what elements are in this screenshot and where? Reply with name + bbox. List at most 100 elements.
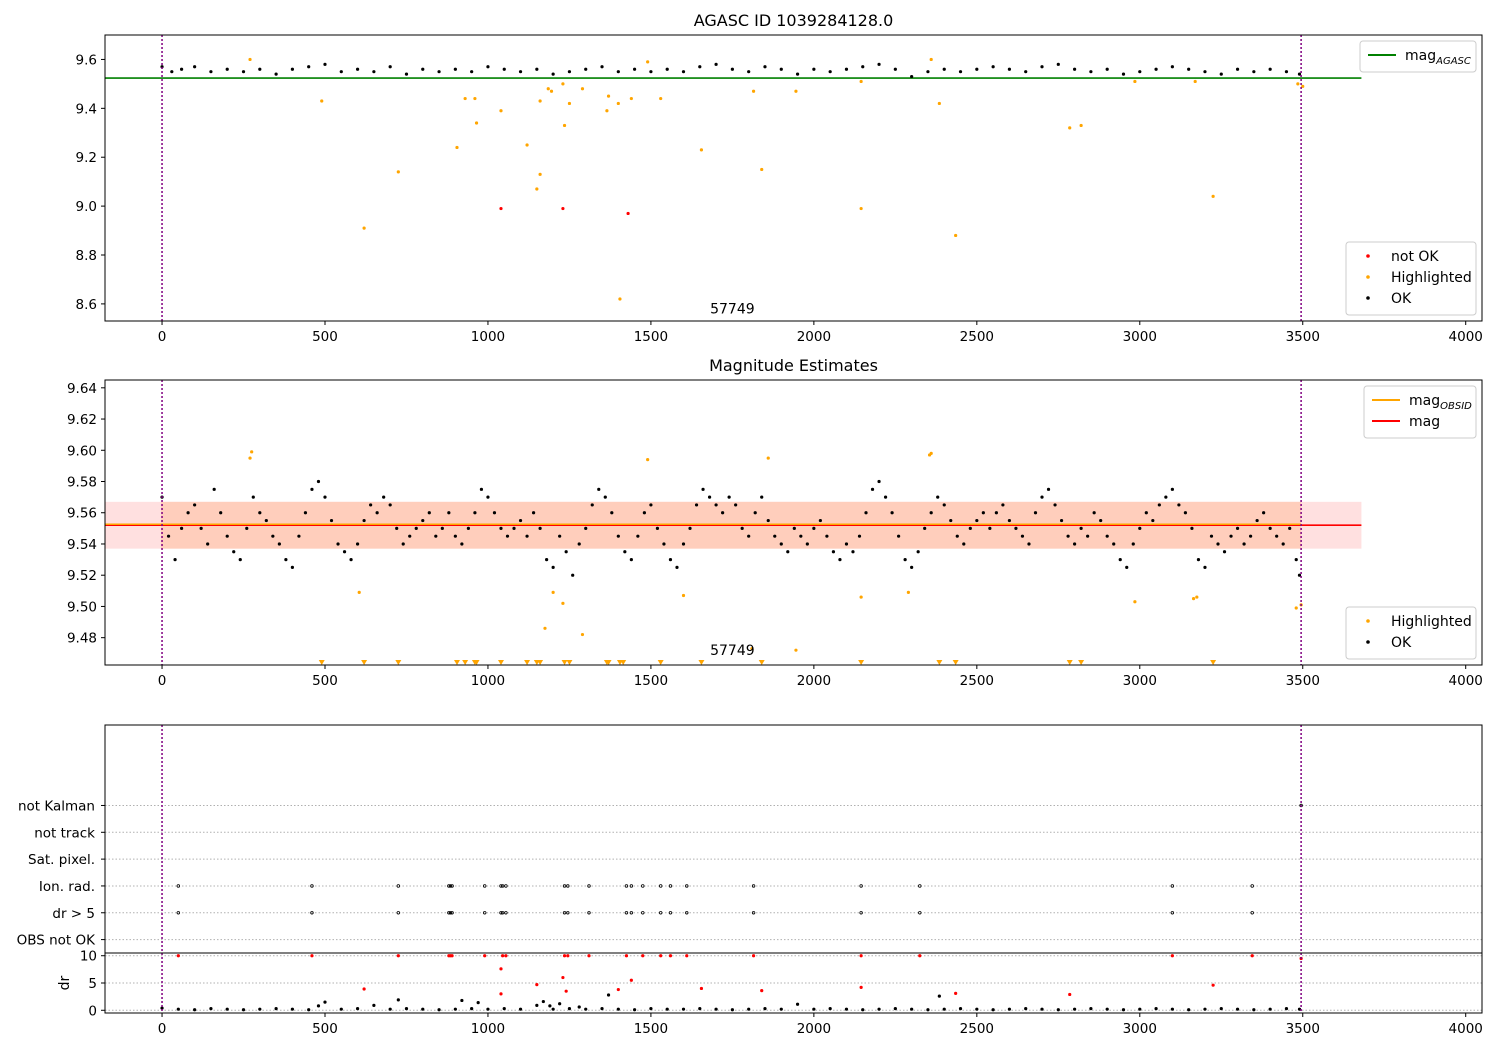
data-point — [958, 70, 963, 74]
y-axis-label: dr — [57, 975, 73, 990]
flag-point — [396, 911, 401, 915]
data-point — [818, 518, 822, 523]
data-point — [473, 511, 477, 515]
data-point — [535, 983, 539, 987]
below-range-marker — [605, 660, 612, 665]
data-point — [681, 70, 686, 74]
data-point — [1001, 503, 1005, 507]
data-point — [339, 1007, 343, 1011]
data-point — [916, 550, 920, 554]
data-point — [369, 503, 373, 507]
data-point — [382, 495, 386, 499]
data-point — [1105, 534, 1109, 538]
data-point — [646, 458, 650, 462]
x-tick-label: 0 — [158, 1021, 167, 1037]
data-point — [492, 511, 497, 515]
data-point — [323, 495, 327, 499]
data-point — [636, 534, 640, 538]
data-point — [323, 1000, 327, 1004]
data-point — [877, 1007, 881, 1011]
data-point — [659, 954, 663, 958]
flag-point — [499, 884, 503, 888]
data-point — [1144, 511, 1148, 515]
data-point — [548, 1004, 552, 1008]
data-point — [906, 590, 910, 594]
data-point — [792, 526, 796, 530]
data-point — [372, 1003, 376, 1007]
flag-point — [668, 911, 673, 915]
data-point — [616, 1007, 620, 1011]
flag-point — [448, 884, 453, 888]
flag-point — [668, 884, 673, 888]
data-point — [567, 101, 572, 106]
data-point — [1191, 597, 1196, 601]
data-point — [225, 1007, 229, 1011]
data-point — [681, 542, 686, 546]
data-point — [1121, 1008, 1126, 1012]
x-tick-label: 1000 — [471, 1021, 505, 1037]
data-point — [665, 67, 669, 71]
data-point — [483, 954, 487, 958]
x-tick-label: 3500 — [1286, 673, 1320, 689]
y-tick-label: 9.2 — [76, 150, 97, 166]
data-point — [812, 1007, 816, 1011]
data-point — [486, 65, 490, 69]
data-point — [1250, 954, 1254, 958]
data-point — [605, 109, 609, 113]
data-point — [474, 121, 479, 125]
data-point — [584, 526, 588, 530]
legend-label: OK — [1391, 635, 1412, 651]
data-point — [241, 70, 246, 74]
data-point — [864, 511, 868, 515]
flag-point — [629, 911, 634, 915]
data-point — [1007, 1007, 1012, 1011]
flag-point — [562, 911, 567, 915]
data-point — [844, 542, 849, 546]
data-point — [1288, 526, 1292, 530]
x-tick-label: 500 — [312, 329, 338, 345]
data-point — [851, 550, 855, 554]
data-point — [910, 1007, 914, 1011]
data-point — [258, 1007, 262, 1011]
legend-point-swatch — [1366, 275, 1370, 279]
data-point — [307, 1008, 311, 1012]
data-point — [535, 67, 539, 71]
data-point — [623, 550, 627, 554]
data-point — [250, 450, 254, 454]
data-point — [1219, 72, 1223, 76]
y-tick-label: 9.50 — [67, 599, 97, 615]
data-point — [954, 233, 958, 238]
data-point — [1268, 1007, 1272, 1011]
data-point — [476, 1001, 480, 1005]
data-point — [562, 123, 567, 128]
data-point — [681, 1007, 686, 1011]
data-point — [812, 67, 816, 71]
data-point — [307, 65, 311, 69]
data-point — [1151, 518, 1155, 523]
data-point — [401, 542, 405, 546]
flag-point — [448, 911, 453, 915]
data-point — [1268, 526, 1272, 530]
flag-point — [447, 911, 451, 915]
flag-series — [176, 884, 1254, 888]
below-range-marker — [698, 660, 705, 665]
data-point — [926, 1008, 930, 1012]
flag-point — [629, 884, 634, 888]
data-point — [812, 526, 816, 530]
data-point — [610, 511, 614, 515]
date-annotation: 57749 — [710, 643, 755, 659]
data-point — [538, 99, 542, 103]
data-point — [567, 70, 572, 74]
data-point — [747, 1007, 751, 1011]
y-tick-label: 8.8 — [76, 248, 97, 264]
data-point — [320, 99, 324, 103]
legend-label: Highlighted — [1391, 270, 1472, 286]
data-point — [859, 985, 863, 989]
data-point — [649, 1007, 653, 1011]
data-point — [584, 1007, 588, 1011]
data-point — [396, 998, 400, 1002]
data-point — [1007, 67, 1012, 71]
data-point — [1133, 79, 1137, 84]
data-point — [1105, 67, 1109, 71]
data-point — [1252, 70, 1256, 74]
